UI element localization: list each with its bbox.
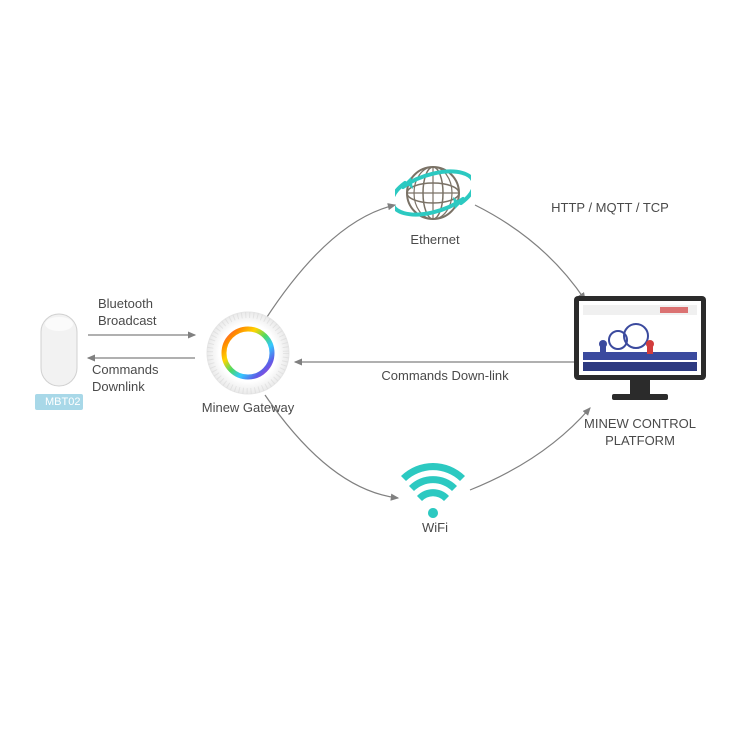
platform-node [570,292,710,417]
wifi-label: WiFi [410,520,460,537]
cmd-downlink-mid-label: Commands Down-link [365,368,525,385]
platform-label-line1: MINEW CONTROL [584,416,696,431]
wifi-icon [400,462,466,518]
cmd-downlink-left-label: Commands Downlink [92,362,202,396]
device-badge: MBT02 [35,394,83,410]
monitor-icon [570,292,710,412]
ethernet-node [395,155,471,236]
platform-label-line2: PLATFORM [605,433,675,448]
device-node [35,310,83,395]
gateway-node [205,310,291,401]
platform-label: MINEW CONTROL PLATFORM [562,416,718,450]
bt-broadcast-label: Bluetooth Broadcast [98,296,198,330]
ethernet-label: Ethernet [400,232,470,249]
device-icon [35,310,83,390]
http-label: HTTP / MQTT / TCP [540,200,680,217]
wifi-node [400,462,466,523]
gateway-icon [205,310,291,396]
globe-icon [395,155,471,231]
gateway-label: Minew Gateway [200,400,296,417]
